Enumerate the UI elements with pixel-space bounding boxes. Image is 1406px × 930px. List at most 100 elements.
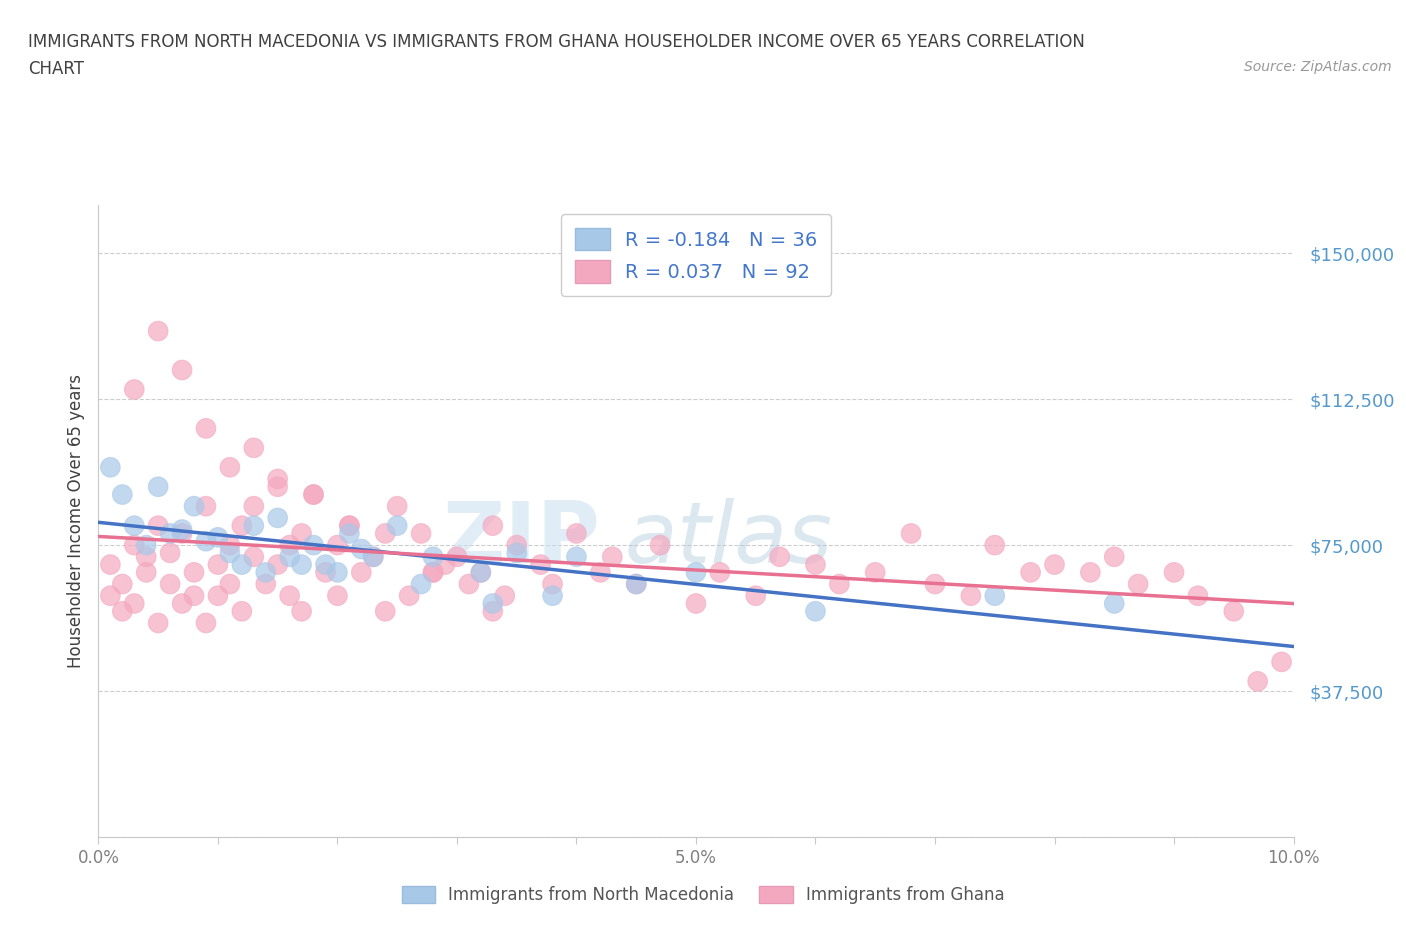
Point (983, 589, 1005, 604)
Text: IMMIGRANTS FROM NORTH MACEDONIA VS IMMIGRANTS FROM GHANA HOUSEHOLDER INCOME OVER: IMMIGRANTS FROM NORTH MACEDONIA VS IMMIG… (28, 33, 1085, 50)
Point (243, 550, 266, 565)
Point (183, 589, 205, 604)
Point (148, 616, 170, 631)
Point (207, 589, 229, 604)
Point (124, 596, 146, 611)
Point (1043, 557, 1066, 572)
Point (124, 538, 146, 552)
Point (865, 565, 887, 579)
Point (983, 538, 1005, 552)
Point (278, 550, 301, 565)
Point (339, 526, 360, 541)
Point (172, 522, 194, 537)
Point (398, 589, 420, 604)
Point (374, 526, 396, 541)
Point (194, 498, 218, 513)
Point (243, 441, 266, 456)
Point (1104, 550, 1126, 565)
Point (290, 604, 312, 618)
Point (470, 565, 492, 579)
Point (267, 557, 290, 572)
Point (745, 589, 768, 604)
Point (290, 557, 312, 572)
Point (111, 577, 134, 591)
Point (589, 565, 612, 579)
Point (124, 382, 146, 397)
Point (135, 550, 157, 565)
Point (350, 541, 373, 556)
Point (111, 604, 134, 618)
Point (385, 518, 409, 533)
Point (124, 596, 146, 611)
Point (565, 526, 588, 541)
Point (278, 550, 301, 565)
Point (254, 577, 277, 591)
Point (363, 550, 385, 565)
Point (446, 550, 468, 565)
Point (243, 498, 266, 513)
Point (219, 538, 242, 552)
Point (1223, 604, 1246, 618)
Point (1104, 550, 1126, 565)
Point (1080, 565, 1102, 579)
Point (565, 526, 588, 541)
Point (124, 382, 146, 397)
Point (983, 589, 1005, 604)
Point (135, 538, 157, 552)
Point (768, 550, 790, 565)
Point (111, 487, 134, 502)
Point (685, 565, 707, 579)
Point (804, 557, 827, 572)
Point (1080, 565, 1102, 579)
Point (231, 557, 253, 572)
Point (1019, 565, 1042, 579)
Point (541, 577, 564, 591)
Point (541, 589, 564, 604)
Point (506, 538, 529, 552)
Point (231, 518, 253, 533)
Point (231, 518, 253, 533)
Point (339, 518, 360, 533)
Point (1187, 589, 1209, 604)
Point (148, 518, 170, 533)
Point (1271, 655, 1294, 670)
Point (315, 557, 337, 572)
Point (624, 577, 647, 591)
Point (98, 459, 122, 474)
Point (446, 550, 468, 565)
Point (1163, 565, 1185, 579)
Point (219, 577, 242, 591)
Point (398, 589, 420, 604)
Point (600, 550, 623, 565)
Point (685, 596, 707, 611)
Point (207, 557, 229, 572)
Point (290, 526, 312, 541)
Point (374, 604, 396, 618)
Point (924, 577, 946, 591)
Point (363, 550, 385, 565)
Point (434, 557, 457, 572)
Point (207, 530, 229, 545)
Point (243, 518, 266, 533)
Point (194, 421, 218, 436)
Point (148, 324, 170, 339)
Point (960, 589, 983, 604)
Point (326, 589, 349, 604)
Legend: R = -0.184   N = 36, R = 0.037   N = 92: R = -0.184 N = 36, R = 0.037 N = 92 (561, 214, 831, 296)
Point (98, 459, 122, 474)
Point (494, 589, 516, 604)
Point (243, 550, 266, 565)
Point (290, 604, 312, 618)
Text: CHART: CHART (28, 60, 84, 78)
Point (385, 498, 409, 513)
Point (172, 522, 194, 537)
Point (745, 589, 768, 604)
Point (159, 526, 181, 541)
Point (254, 565, 277, 579)
Point (219, 459, 242, 474)
Point (470, 565, 492, 579)
Point (243, 498, 266, 513)
Point (124, 518, 146, 533)
Point (302, 487, 325, 502)
Point (219, 538, 242, 552)
